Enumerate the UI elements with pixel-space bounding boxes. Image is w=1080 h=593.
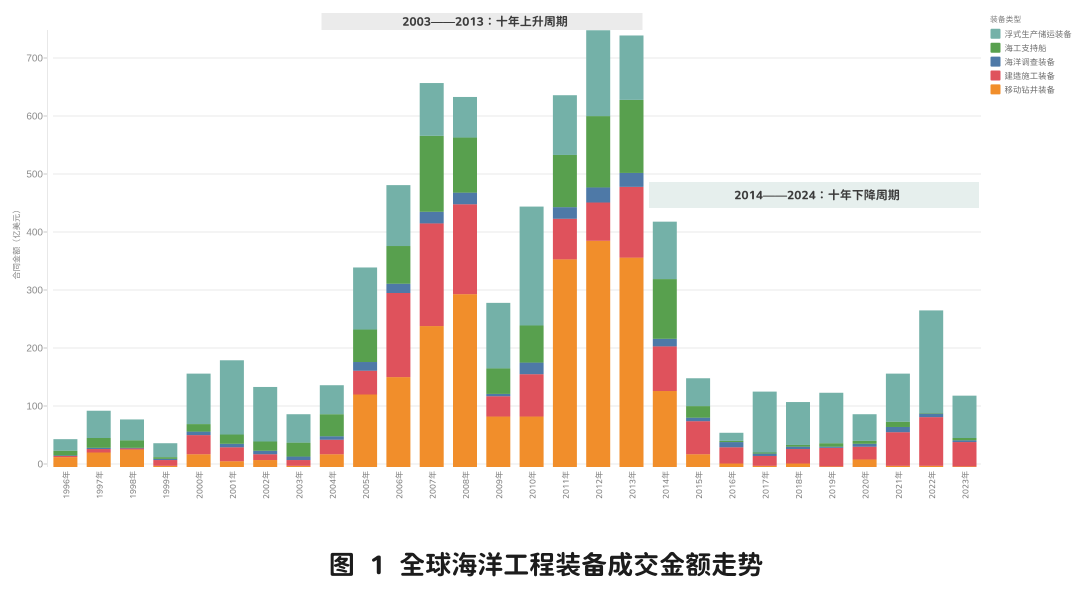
svg-text:500: 500 xyxy=(26,170,43,181)
svg-text:700: 700 xyxy=(26,54,43,65)
svg-text:400: 400 xyxy=(26,228,43,239)
svg-text:100: 100 xyxy=(26,402,43,413)
svg-text:0: 0 xyxy=(37,460,43,471)
svg-text:200: 200 xyxy=(26,344,43,355)
svg-text:300: 300 xyxy=(26,286,43,297)
svg-text:600: 600 xyxy=(26,112,43,123)
